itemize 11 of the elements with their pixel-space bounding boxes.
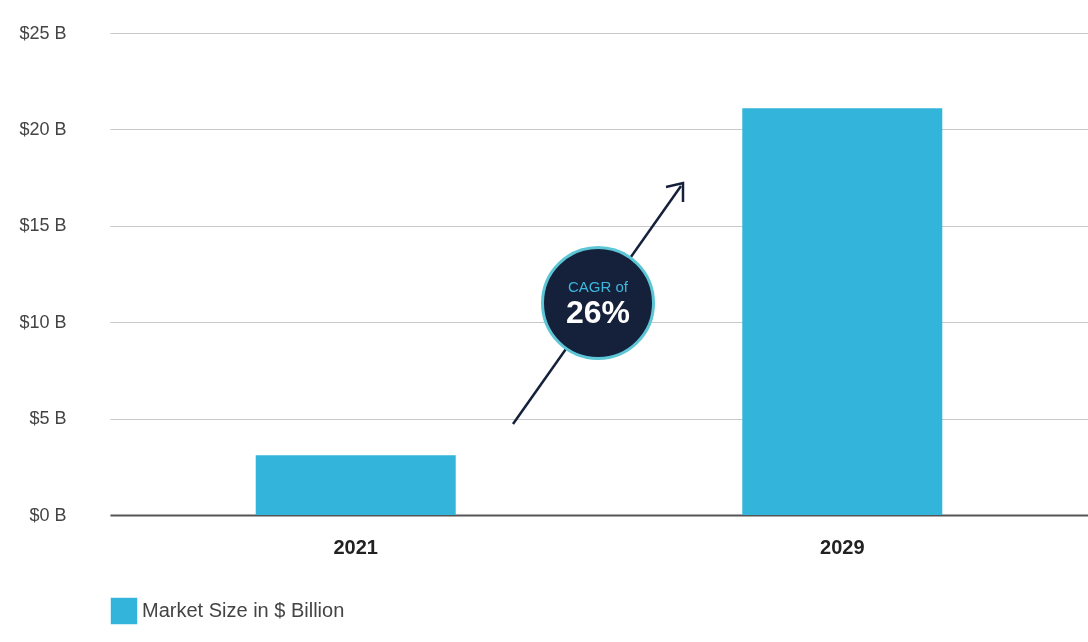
y-tick-label: $10 B — [19, 311, 67, 332]
x-tick-label: 2029 — [820, 535, 865, 558]
y-tick-label: $25 B — [19, 22, 67, 43]
annotation: 26% — [565, 293, 631, 330]
legend-label: Market Size in $ Billion — [142, 599, 345, 621]
y-tick-label: $0 B — [29, 504, 67, 525]
y-tick-label: $5 B — [29, 408, 67, 429]
y-tick-label: $15 B — [19, 215, 67, 236]
x-tick-label: 2021 — [333, 535, 378, 558]
annotation: CAGR of — [567, 277, 628, 295]
y-tick-label: $20 B — [19, 118, 67, 139]
